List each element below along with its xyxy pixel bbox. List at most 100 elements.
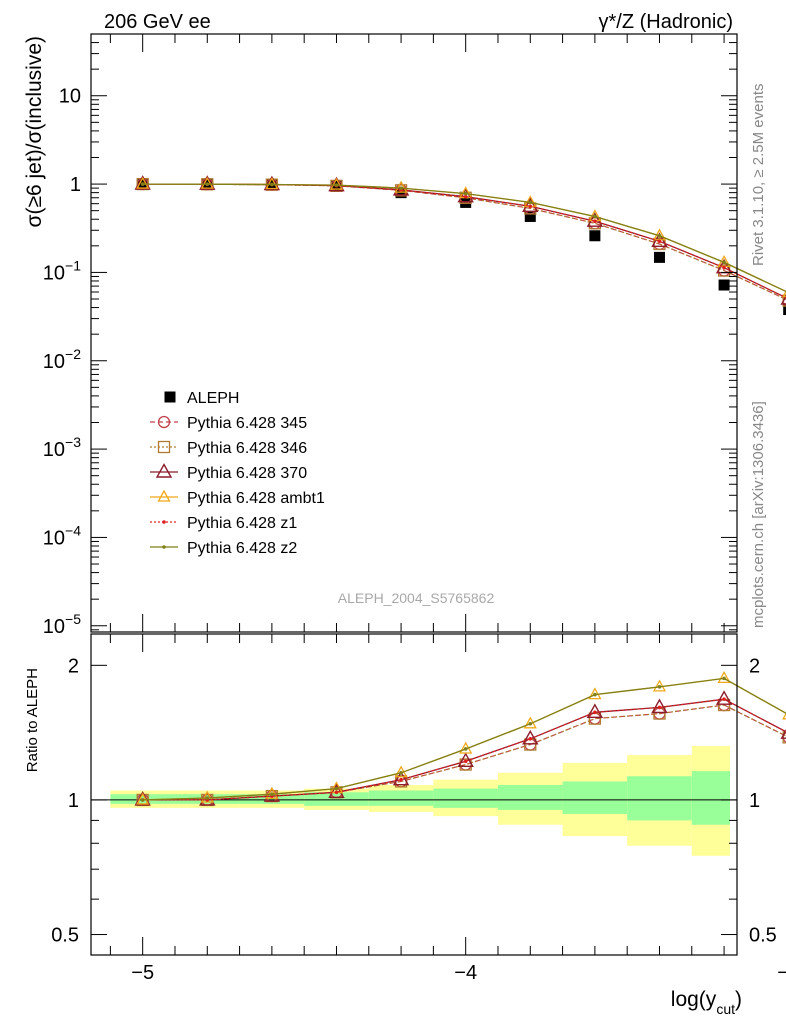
main-point-z2: [722, 260, 726, 265]
ratio-point-p370: [522, 729, 539, 745]
ratio-point-z2: [140, 798, 145, 802]
header-right: γ*/Z (Hadronic): [599, 11, 733, 33]
main-point-ambt1: [200, 176, 214, 189]
side-label-rivet: Rivet 3.1.10, ≥ 2.5M events: [750, 84, 767, 267]
band-inner: [304, 792, 369, 806]
main-point-ambt1: [394, 180, 408, 193]
main-point-p370: [134, 175, 151, 190]
band-inner: [368, 790, 434, 806]
legend-marker-p345: [157, 415, 171, 429]
main-point-z2: [399, 186, 403, 190]
band-inner: [691, 771, 730, 825]
main-y-tick-label: 10−3: [43, 434, 81, 461]
main-marks: [134, 175, 786, 316]
main-point-p370: [457, 187, 474, 203]
ratio-point-z1: [593, 710, 597, 715]
ratio-point-z2: [205, 796, 210, 800]
band-inner: [433, 788, 498, 808]
legend-label-aleph: ALEPH: [187, 390, 239, 407]
ratio-point-p370: [586, 703, 604, 719]
ratio-point-z2: [463, 747, 468, 751]
main-series-z2: [140, 182, 786, 293]
ratio-point-ambt1: [265, 786, 279, 799]
ratio-frame: [90, 633, 738, 956]
main-y-tick-label-base: 10: [43, 262, 65, 284]
main-point-ambt1: [329, 177, 344, 190]
legend-entry-p346: Pythia 6.428 346: [150, 440, 307, 457]
legend-entry-aleph: ALEPH: [164, 390, 239, 407]
legend-marker-z1: [162, 520, 166, 524]
ratio-point-z1: [528, 736, 533, 741]
legend-marker-aleph: [164, 391, 176, 403]
main-point-z1: [463, 194, 468, 199]
legend-label-p345: Pythia 6.428 345: [187, 415, 307, 432]
data-point-aleph: [589, 230, 601, 242]
ratio-point-z2: [399, 770, 403, 775]
x-tick-label: −3: [777, 962, 786, 984]
main-point-ambt1: [265, 177, 279, 190]
main-point-ambt1: [136, 176, 150, 189]
ratio-point-p346: [782, 731, 786, 744]
ratio-point-p370: [392, 770, 410, 786]
band-inner: [562, 781, 628, 815]
ratio-point-p370: [715, 690, 733, 705]
ratio-point-z2: [593, 692, 597, 697]
ratio-point-z2: [722, 676, 726, 681]
legend-label-p346: Pythia 6.428 346: [187, 440, 307, 457]
header-left: 206 GeV ee: [104, 11, 211, 33]
main-point-z2: [657, 233, 662, 238]
main-point-z1: [528, 204, 533, 209]
ratio-point-p370: [651, 698, 668, 714]
ratio-y-tick-label-left: 0.5: [51, 925, 79, 947]
band-inner: [239, 794, 305, 804]
x-tick-label: −4: [454, 962, 477, 984]
ratio-point-z1: [463, 759, 468, 764]
ratio-point-z1: [334, 790, 339, 795]
main-point-z1: [657, 239, 662, 244]
main-point-z2: [593, 214, 597, 219]
main-y-tick-label-base: 10: [43, 439, 65, 461]
legend: ALEPH Pythia 6.428 345 Pythia 6.428 346 Pyt…: [150, 390, 325, 557]
ratio-point-z2: [334, 786, 339, 791]
main-point-z2: [270, 182, 274, 187]
ratio-y-tick-label-right: 2: [749, 655, 760, 677]
main-point-p370: [263, 175, 281, 191]
main-y-tick-label-exp: −4: [65, 522, 81, 538]
ratio-point-p370: [457, 752, 474, 768]
ratio-y-tick-label-left: 1: [68, 790, 79, 812]
data-point-aleph: [783, 304, 786, 316]
legend-marker-p346: [157, 440, 171, 454]
main-point-z1: [593, 219, 597, 224]
ratio-point-p370: [134, 790, 151, 806]
data-point-aleph: [718, 279, 730, 291]
main-point-p370: [522, 197, 539, 213]
main-y-tick-label: 10−4: [43, 522, 81, 549]
main-y-tick-label-exp: −1: [65, 257, 81, 273]
legend-label-ambt1: Pythia 6.428 ambt1: [187, 490, 325, 507]
legend-marker-p370: [155, 463, 173, 478]
legend-marker-ambt1: [157, 489, 171, 502]
side-label-mcplots: mcplots.cern.ch [arXiv:1306.3436]: [750, 401, 767, 628]
legend-entry-p345: Pythia 6.428 345: [150, 415, 307, 432]
watermark: ALEPH_2004_S5765862: [338, 590, 495, 606]
x-tick-label: −5: [131, 962, 154, 984]
ratio-point-z1: [399, 777, 403, 782]
data-point-aleph: [653, 251, 665, 263]
legend-entry-z2: Pythia 6.428 z2: [150, 540, 297, 557]
main-point-p370: [199, 175, 216, 190]
main-y-axis-title: σ(≥6 jet)/σ(inclusive): [23, 36, 46, 227]
data-point-aleph: [460, 196, 472, 208]
ratio-series-z2: [140, 676, 786, 802]
main-y-tick-label-base: 10: [43, 351, 65, 373]
legend-entry-p370: Pythia 6.428 370: [150, 463, 307, 482]
band-inner: [627, 776, 692, 821]
legend-label-z1: Pythia 6.428 z1: [187, 515, 297, 532]
ratio-point-ambt1: [652, 679, 667, 692]
ratio-axes: 2 2 1 1 0.5 0.5 −5 −4 −3: [51, 633, 786, 984]
ratio-y-tick-label-right: 0.5: [749, 925, 777, 947]
legend-label-z2: Pythia 6.428 z2: [187, 540, 297, 557]
main-point-z2: [205, 182, 210, 186]
